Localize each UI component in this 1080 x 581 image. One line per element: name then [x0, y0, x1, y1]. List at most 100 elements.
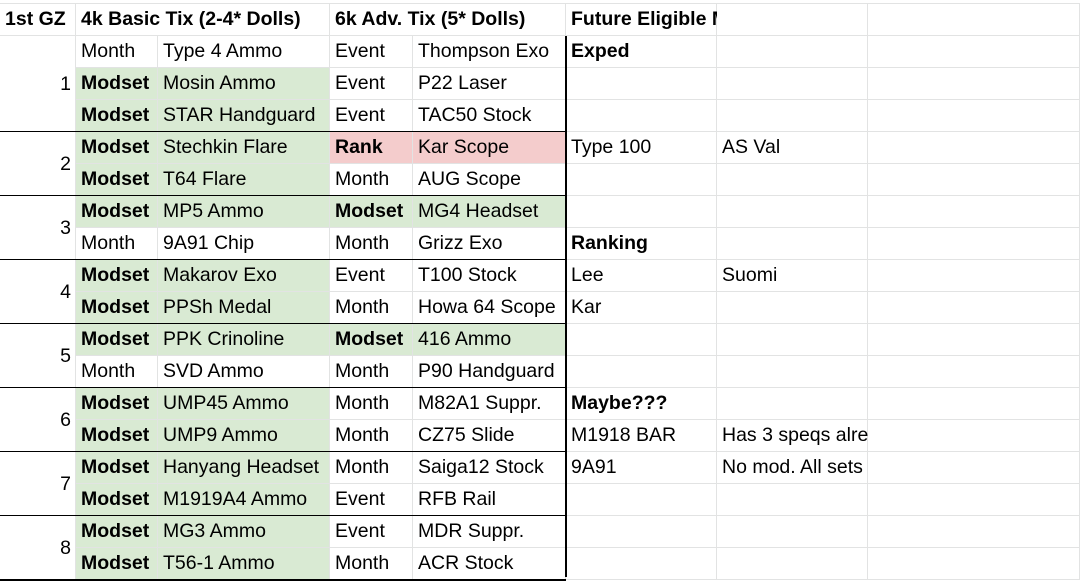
- future-modset-note[interactable]: [717, 68, 868, 100]
- basic-ticket-type[interactable]: Modset: [76, 516, 158, 548]
- adv-ticket-type[interactable]: Event: [330, 484, 413, 516]
- future-modset[interactable]: Type 100: [566, 132, 717, 164]
- adv-item[interactable]: TAC50 Stock: [413, 100, 566, 132]
- empty-cell[interactable]: [868, 356, 1080, 388]
- basic-ticket-type[interactable]: Modset: [76, 484, 158, 516]
- header-gz[interactable]: 1st GZ: [0, 4, 76, 36]
- basic-ticket-type[interactable]: Modset: [76, 420, 158, 452]
- adv-item[interactable]: Howa 64 Scope: [413, 292, 566, 324]
- adv-ticket-type[interactable]: Month: [330, 228, 413, 260]
- basic-item[interactable]: T56-1 Ammo: [158, 548, 330, 580]
- future-modset[interactable]: 9A91: [566, 452, 717, 484]
- future-modset-note[interactable]: No mod. All sets modify skill 2 somehow: [717, 452, 1069, 484]
- empty-cell[interactable]: [868, 36, 1080, 68]
- future-modset[interactable]: [566, 324, 717, 356]
- adv-ticket-type[interactable]: Modset: [330, 324, 413, 356]
- adv-ticket-type[interactable]: Modset: [330, 196, 413, 228]
- group-number[interactable]: 6: [0, 388, 76, 452]
- adv-ticket-type[interactable]: Month: [330, 452, 413, 484]
- basic-ticket-type[interactable]: Month: [76, 356, 158, 388]
- future-modset[interactable]: [566, 196, 717, 228]
- basic-item[interactable]: 9A91 Chip: [158, 228, 330, 260]
- empty-cell[interactable]: [868, 196, 1080, 228]
- future-modset-note[interactable]: [717, 484, 868, 516]
- future-modset-note[interactable]: [717, 100, 868, 132]
- basic-item[interactable]: M1919A4 Ammo: [158, 484, 330, 516]
- group-number[interactable]: 8: [0, 516, 76, 580]
- adv-item[interactable]: Kar Scope: [413, 132, 566, 164]
- future-modset[interactable]: M1918 BAR: [566, 420, 717, 452]
- empty-cell[interactable]: [868, 452, 1080, 484]
- basic-ticket-type[interactable]: Modset: [76, 452, 158, 484]
- future-modset-note[interactable]: [717, 164, 868, 196]
- empty-cell[interactable]: [868, 292, 1080, 324]
- future-modset-note[interactable]: [717, 324, 868, 356]
- future-modset-note[interactable]: [717, 356, 868, 388]
- adv-item[interactable]: Thompson Exo: [413, 36, 566, 68]
- adv-ticket-type[interactable]: Event: [330, 100, 413, 132]
- adv-item[interactable]: RFB Rail: [413, 484, 566, 516]
- group-number[interactable]: 4: [0, 260, 76, 324]
- header-adv-tix[interactable]: 6k Adv. Tix (5* Dolls): [330, 4, 566, 36]
- adv-ticket-type[interactable]: Month: [330, 388, 413, 420]
- empty-cell[interactable]: [868, 68, 1080, 100]
- future-modset-note[interactable]: [717, 228, 868, 260]
- adv-item[interactable]: Saiga12 Stock: [413, 452, 566, 484]
- adv-ticket-type[interactable]: Rank: [330, 132, 413, 164]
- future-modset-note[interactable]: [717, 388, 868, 420]
- adv-item[interactable]: M82A1 Suppr.: [413, 388, 566, 420]
- empty-cell[interactable]: [868, 516, 1080, 548]
- basic-ticket-type[interactable]: Month: [76, 36, 158, 68]
- empty-cell[interactable]: [868, 484, 1080, 516]
- adv-item[interactable]: 416 Ammo: [413, 324, 566, 356]
- future-modset[interactable]: Ranking: [566, 228, 717, 260]
- basic-item[interactable]: UMP9 Ammo: [158, 420, 330, 452]
- header-empty-f2[interactable]: [717, 4, 868, 36]
- group-number[interactable]: 7: [0, 452, 76, 516]
- basic-ticket-type[interactable]: Modset: [76, 68, 158, 100]
- basic-ticket-type[interactable]: Modset: [76, 100, 158, 132]
- empty-cell[interactable]: [868, 548, 1080, 580]
- basic-ticket-type[interactable]: Modset: [76, 260, 158, 292]
- adv-item[interactable]: AUG Scope: [413, 164, 566, 196]
- future-modset[interactable]: [566, 548, 717, 580]
- adv-ticket-type[interactable]: Month: [330, 420, 413, 452]
- empty-cell[interactable]: [868, 260, 1080, 292]
- empty-cell[interactable]: [868, 388, 1080, 420]
- adv-item[interactable]: ACR Stock: [413, 548, 566, 580]
- header-future-modsets[interactable]: Future Eligible Modsets: [566, 4, 791, 36]
- basic-item[interactable]: STAR Handguard: [158, 100, 330, 132]
- group-number[interactable]: 1: [0, 36, 76, 132]
- header-basic-tix[interactable]: 4k Basic Tix (2-4* Dolls): [76, 4, 330, 36]
- basic-ticket-type[interactable]: Modset: [76, 164, 158, 196]
- future-modset[interactable]: Maybe???: [566, 388, 717, 420]
- basic-ticket-type[interactable]: Modset: [76, 292, 158, 324]
- header-empty-g[interactable]: [868, 4, 1080, 36]
- adv-item[interactable]: T100 Stock: [413, 260, 566, 292]
- basic-item[interactable]: SVD Ammo: [158, 356, 330, 388]
- basic-item[interactable]: Stechkin Flare: [158, 132, 330, 164]
- adv-item[interactable]: P22 Laser: [413, 68, 566, 100]
- basic-item[interactable]: MG3 Ammo: [158, 516, 330, 548]
- adv-item[interactable]: P90 Handguard: [413, 356, 566, 388]
- future-modset[interactable]: Kar: [566, 292, 717, 324]
- basic-item[interactable]: Mosin Ammo: [158, 68, 330, 100]
- future-modset[interactable]: [566, 100, 717, 132]
- adv-ticket-type[interactable]: Month: [330, 292, 413, 324]
- empty-cell[interactable]: [868, 228, 1080, 260]
- future-modset[interactable]: [566, 68, 717, 100]
- future-modset-note[interactable]: [717, 516, 868, 548]
- future-modset-note[interactable]: Suomi: [717, 260, 868, 292]
- empty-cell[interactable]: [868, 132, 1080, 164]
- basic-ticket-type[interactable]: Modset: [76, 132, 158, 164]
- adv-ticket-type[interactable]: Event: [330, 68, 413, 100]
- adv-ticket-type[interactable]: Month: [330, 548, 413, 580]
- future-modset-note[interactable]: [717, 196, 868, 228]
- adv-item[interactable]: MDR Suppr.: [413, 516, 566, 548]
- basic-ticket-type[interactable]: Modset: [76, 196, 158, 228]
- empty-cell[interactable]: [868, 100, 1080, 132]
- empty-cell[interactable]: [868, 420, 1080, 452]
- basic-ticket-type[interactable]: Modset: [76, 548, 158, 580]
- empty-cell[interactable]: [868, 164, 1080, 196]
- adv-ticket-type[interactable]: Event: [330, 516, 413, 548]
